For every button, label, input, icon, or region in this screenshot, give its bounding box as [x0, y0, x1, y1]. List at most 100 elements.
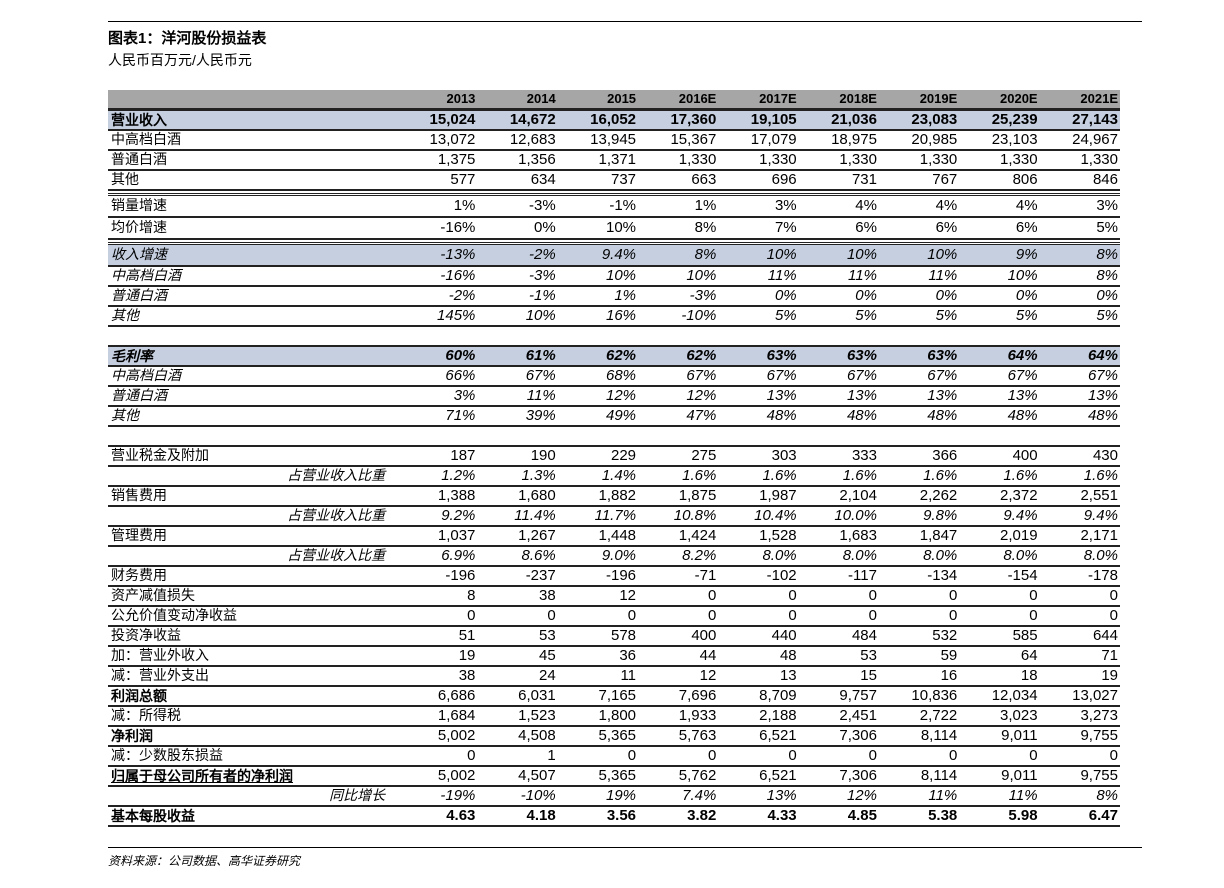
value-cell-2014: 1.3% — [477, 466, 558, 487]
value-cell-2013: 1.2% — [397, 466, 478, 487]
value-cell-2015: 16,052 — [557, 109, 639, 131]
value-cell-2015: 10% — [557, 266, 639, 287]
value-cell-2018E: 7,306 — [798, 726, 879, 747]
value-cell-2013: 71% — [397, 406, 478, 427]
value-cell-2013: 8 — [397, 586, 478, 607]
row-label: 普通白酒 — [108, 150, 398, 171]
value-cell-2018E: 4.85 — [798, 806, 879, 827]
value-cell-2016E: 1,330 — [638, 150, 719, 171]
value-cell-2018E: 11% — [798, 266, 879, 287]
value-cell-2019E: 8,114 — [878, 726, 960, 747]
table-row: 销售费用 1,388 1,680 1,882 1,875 1,987 2,104 2,262 2… — [108, 486, 1120, 507]
column-header-2016E: 2016E — [638, 90, 719, 111]
value-cell-2014: 1,356 — [477, 150, 558, 171]
value-cell-2014: 14,672 — [477, 109, 558, 131]
value-cell-2014: -2% — [477, 243, 558, 267]
value-cell-2015: 1.4% — [557, 466, 639, 487]
row-label: 中高档白酒 — [108, 130, 398, 151]
value-cell-2014: 67% — [477, 366, 558, 387]
value-cell-2014: 0% — [477, 217, 558, 240]
value-cell-2014: 634 — [477, 170, 558, 191]
value-cell-2015: 68% — [557, 366, 639, 387]
value-cell-2020E: 48% — [959, 406, 1040, 427]
value-cell-2019E: 0% — [878, 286, 960, 307]
value-cell-2019E: 0 — [878, 606, 960, 627]
value-cell-2020E: 10% — [959, 266, 1040, 287]
value-cell-2021E: 5% — [1039, 217, 1120, 240]
value-cell-2017E: 4.33 — [718, 806, 799, 827]
row-label: 毛利率 — [108, 346, 398, 367]
row-label: 归属于母公司所有者的净利润 — [108, 766, 398, 787]
value-cell-2015: 62% — [557, 346, 639, 367]
table-row: 归属于母公司所有者的净利润 5,002 4,507 5,365 5,762 6,521 7,… — [108, 766, 1120, 787]
value-cell-2020E: 11% — [959, 786, 1040, 807]
value-cell-2018E: 21,036 — [798, 109, 879, 131]
table-row: 同比增长 -19% -10% 19% 7.4% 13% 12% 11% 11% 8% — [108, 786, 1120, 807]
value-cell-2019E: 63% — [878, 346, 960, 367]
value-cell-2013: 6,686 — [397, 686, 478, 707]
value-cell-2013: -2% — [397, 286, 478, 307]
value-cell-2018E: 13% — [798, 386, 879, 407]
value-cell-2019E: 5% — [878, 306, 960, 327]
value-cell-2014: 38 — [477, 586, 558, 607]
row-label: 其他 — [108, 306, 398, 327]
value-cell-2018E: 7,306 — [798, 766, 879, 787]
value-cell-2013: 4.63 — [397, 806, 478, 827]
value-cell-2019E: 13% — [878, 386, 960, 407]
value-cell-2018E: 1.6% — [798, 466, 879, 487]
value-cell-2018E: 1,683 — [798, 526, 879, 547]
row-label: 占营业收入比重 — [108, 466, 398, 487]
column-header-2013: 2013 — [397, 90, 478, 111]
value-cell-2013: 1,388 — [397, 486, 478, 507]
value-cell-2017E: 0 — [718, 586, 799, 607]
value-cell-2019E: 10% — [878, 243, 960, 267]
value-cell-2020E: 9,011 — [959, 726, 1040, 747]
value-cell-2015: 0 — [557, 746, 639, 767]
value-cell-2018E: 18,975 — [798, 130, 879, 151]
value-cell-2019E: 4% — [878, 194, 960, 218]
value-cell-2013: 5,002 — [397, 726, 478, 747]
value-cell-2015: 1,448 — [557, 526, 639, 547]
value-cell-2015: 229 — [557, 446, 639, 467]
value-cell-2013: -19% — [397, 786, 478, 807]
row-label: 中高档白酒 — [108, 266, 398, 287]
value-cell-2021E: 13,027 — [1039, 686, 1120, 707]
table-header-row: 2013 2014 2015 2016E 2017E 2018E 2019E 2020E 202… — [108, 90, 1120, 111]
table-row: 投资净收益 51 53 578 400 440 484 532 585 644 — [108, 626, 1120, 647]
value-cell-2017E: 0 — [718, 746, 799, 767]
row-label: 财务费用 — [108, 566, 398, 587]
value-cell-2020E: 23,103 — [959, 130, 1040, 151]
value-cell-2017E: 0 — [718, 606, 799, 627]
row-label: 减：少数股东损益 — [108, 746, 398, 767]
value-cell-2017E: 303 — [718, 446, 799, 467]
value-cell-2013: 38 — [397, 666, 478, 687]
value-cell-2020E: 6% — [959, 217, 1040, 240]
value-cell-2013: 15,024 — [397, 109, 478, 131]
value-cell-2014: 4,508 — [477, 726, 558, 747]
value-cell-2016E: 400 — [638, 626, 719, 647]
value-cell-2017E: 1,987 — [718, 486, 799, 507]
value-cell-2015: 9.0% — [557, 546, 639, 567]
value-cell-2016E: -3% — [638, 286, 719, 307]
value-cell-2016E: 17,360 — [638, 109, 719, 131]
value-cell-2013: 51 — [397, 626, 478, 647]
value-cell-2020E: 5.98 — [959, 806, 1040, 827]
value-cell-2017E: 440 — [718, 626, 799, 647]
value-cell-2021E: 3% — [1039, 194, 1120, 218]
column-header-2014: 2014 — [477, 90, 558, 111]
row-label: 销售费用 — [108, 486, 398, 507]
value-cell-2015: 49% — [557, 406, 639, 427]
column-header-2019E: 2019E — [878, 90, 960, 111]
value-cell-2018E: 10.0% — [798, 506, 879, 527]
value-cell-2021E: 0 — [1039, 586, 1120, 607]
value-cell-2021E: 71 — [1039, 646, 1120, 667]
table-row: 减：少数股东损益 0 1 0 0 0 0 0 0 0 — [108, 746, 1120, 767]
section-divider — [108, 190, 1120, 196]
row-label: 投资净收益 — [108, 626, 398, 647]
value-cell-2016E: -10% — [638, 306, 719, 327]
table-row: 普通白酒 -2% -1% 1% -3% 0% 0% 0% 0% 0% — [108, 286, 1120, 307]
value-cell-2014: -3% — [477, 266, 558, 287]
value-cell-2014: 0 — [477, 606, 558, 627]
value-cell-2017E: 17,079 — [718, 130, 799, 151]
divider-cell — [108, 190, 1120, 196]
